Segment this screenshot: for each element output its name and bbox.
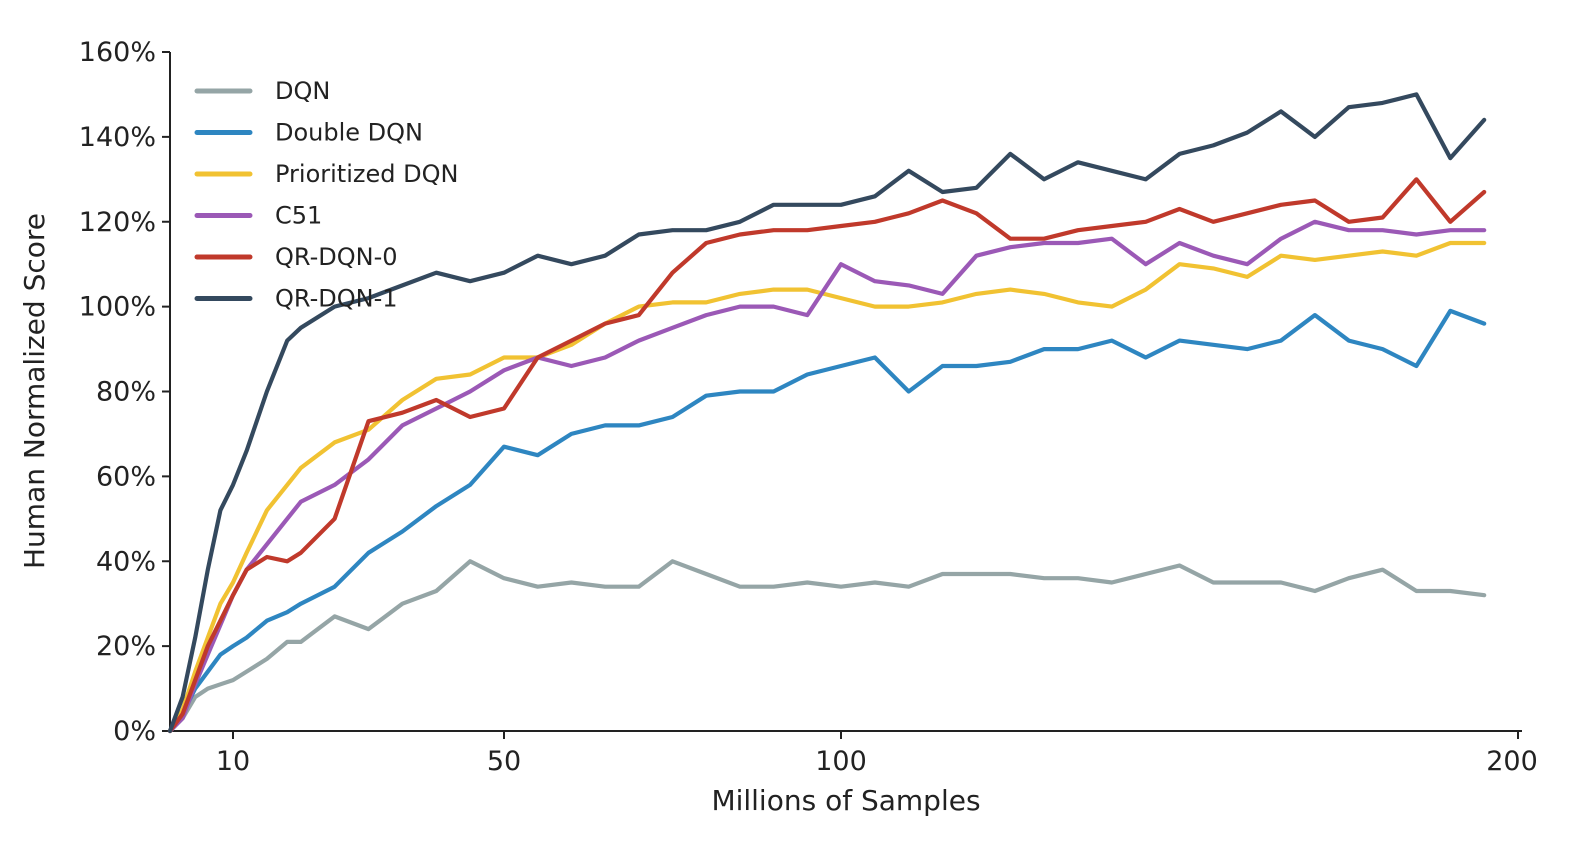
legend-label-c51: C51: [275, 202, 322, 230]
series-layer: [167, 92, 1487, 734]
y-axis-label: Human Normalized Score: [18, 213, 51, 569]
legend: DQN Double DQN Prioritized DQN C51 QR-DQN-0 Q…: [194, 77, 458, 313]
axes: [169, 52, 1522, 732]
y-ticks: 0% 20% 40% 60% 80% 100% 120% 140% 160%: [79, 37, 170, 747]
y-tick-label: 100%: [79, 292, 156, 323]
series-line-c51: [167, 219, 1487, 734]
legend-label-qr-dqn-1: QR-DQN-1: [275, 285, 398, 313]
y-tick-label: 120%: [79, 207, 156, 238]
y-tick-label: 0%: [113, 716, 156, 747]
x-tick-label: 200: [1486, 746, 1538, 777]
series-line-double-dqn: [167, 308, 1487, 734]
y-tick-label: 20%: [96, 631, 156, 662]
y-tick-label: 80%: [96, 377, 156, 408]
x-axis-label: Millions of Samples: [711, 784, 980, 817]
y-tick-label: 140%: [79, 122, 156, 153]
x-tick-label: 10: [216, 746, 250, 777]
legend-label-double-dqn: Double DQN: [275, 119, 423, 147]
x-ticks: 10 50 100 200: [216, 731, 1538, 777]
series-line-dqn: [167, 559, 1487, 734]
series-line-prioritized-dqn: [167, 240, 1487, 734]
legend-label-dqn: DQN: [275, 77, 330, 105]
series-line-qr-dqn-0: [167, 177, 1487, 734]
legend-label-qr-dqn-0: QR-DQN-0: [275, 243, 398, 271]
x-tick-label: 50: [487, 746, 521, 777]
y-tick-label: 160%: [79, 37, 156, 68]
legend-label-prioritized-dqn: Prioritized DQN: [275, 160, 458, 188]
x-tick-label: 100: [815, 746, 867, 777]
series-line-qr-dqn-1: [167, 92, 1487, 734]
y-tick-label: 40%: [96, 546, 156, 577]
y-tick-label: 60%: [96, 461, 156, 492]
